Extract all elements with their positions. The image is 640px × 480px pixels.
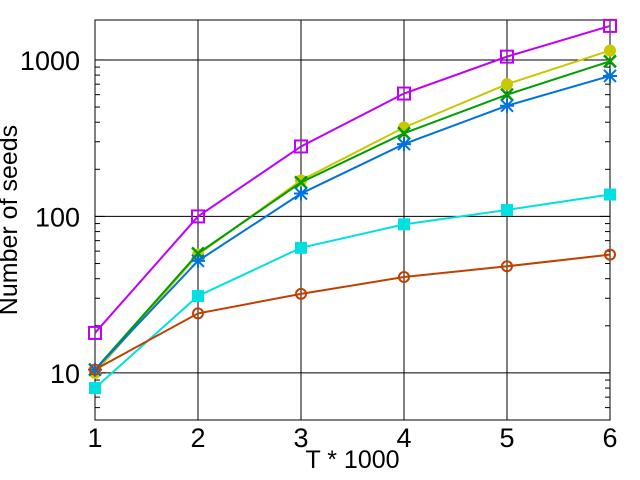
data-point	[192, 307, 204, 320]
x-tick-label: 2	[190, 423, 205, 453]
data-point	[397, 137, 411, 152]
data-point	[398, 271, 410, 284]
tick-labels: 1 2 3 4 5 6 10 100 1000	[20, 46, 618, 453]
data-point	[500, 98, 514, 113]
series-1	[88, 18, 617, 340]
y-tick-label: 100	[35, 202, 80, 232]
x-axis-label: T * 1000	[305, 446, 399, 474]
series-line	[94, 24, 611, 334]
data-point	[191, 209, 205, 224]
data-point	[89, 382, 101, 395]
data-point	[295, 287, 307, 300]
data-point	[191, 253, 205, 268]
grid-lines	[94, 20, 611, 420]
y-tick-label: 10	[50, 359, 80, 389]
y-tick-label: 1000	[20, 46, 80, 76]
axis-ticks	[94, 59, 611, 421]
data-point	[397, 86, 411, 101]
data-point	[604, 248, 616, 261]
x-tick-label: 3	[293, 423, 308, 453]
data-point	[501, 203, 513, 216]
series-3	[88, 54, 617, 377]
series-5	[89, 188, 616, 395]
data-point	[501, 78, 513, 91]
data-point	[604, 44, 616, 57]
data-point	[604, 188, 616, 201]
data-point	[294, 175, 308, 190]
x-tick-label: 6	[602, 423, 617, 453]
data-point	[500, 49, 514, 64]
data-point	[294, 139, 308, 154]
data-point	[89, 363, 101, 376]
series-line	[94, 60, 611, 371]
data-point	[294, 186, 308, 201]
data-point	[603, 54, 617, 69]
data-point	[603, 18, 617, 33]
series-line	[94, 193, 611, 389]
data-point	[603, 68, 617, 83]
series-line	[94, 49, 611, 374]
series-group	[88, 18, 617, 395]
data-point	[295, 241, 307, 254]
series-line	[94, 75, 611, 371]
series-6	[89, 248, 616, 376]
x-tick-label: 5	[499, 423, 514, 453]
data-point	[500, 87, 514, 102]
plot-frame	[94, 19, 611, 421]
data-point	[88, 325, 102, 340]
series-line	[94, 253, 611, 371]
x-tick-label: 4	[396, 423, 411, 453]
data-point	[192, 290, 204, 303]
data-point	[397, 126, 411, 141]
data-point	[398, 218, 410, 231]
y-axis-label: Number of seeds	[0, 125, 23, 315]
x-tick-label: 1	[87, 423, 102, 453]
data-point	[501, 260, 513, 273]
